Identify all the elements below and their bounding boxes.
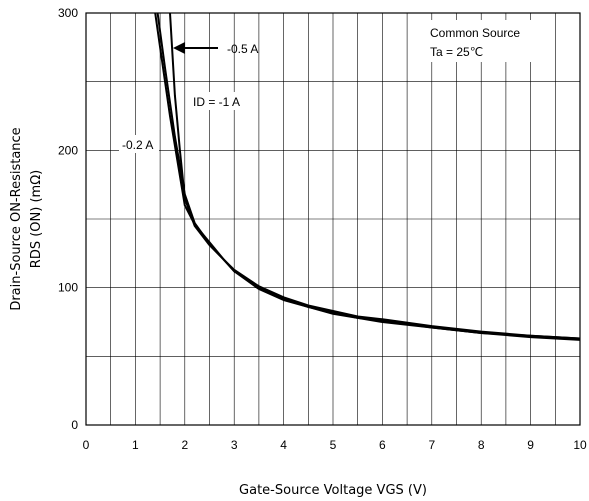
x-axis-title: Gate-Source Voltage VGS (V) [239,483,427,498]
x-tick-label: 1 [132,438,139,452]
x-tick-label: 7 [428,438,435,452]
annotation-minus-0.5a: -0.5 A [227,42,258,56]
y-axis-title-line1: Drain-Source ON-Resistance [9,127,24,310]
condition-temperature: Ta = 25℃ [430,45,483,59]
x-tick-label: 5 [330,438,337,452]
y-tick-label: 200 [58,143,78,157]
data-series [154,13,580,341]
grid-lines [86,13,580,425]
y-tick-label: 300 [58,6,78,20]
x-tick-label: 2 [181,438,188,452]
plot-frame [85,12,581,426]
condition-common-source: Common Source [430,26,520,40]
annotation-minus-0.2a: -0.2 A [122,138,153,152]
annotation-bg-id [190,92,256,110]
x-tick-label: 9 [527,438,534,452]
x-tick-label: 6 [379,438,386,452]
x-tick-label: 3 [231,438,238,452]
x-tick-label: 10 [573,438,587,452]
x-tick-label: 8 [478,438,485,452]
annotation-id-minus-1a: ID = -1 A [193,95,240,109]
y-axis-title-line2: RDS (ON) (mΩ) [29,170,44,268]
annotation-arrowhead [173,42,185,54]
series-line-2 [154,13,580,341]
x-tick-label: 0 [83,438,90,452]
y-tick-label: 0 [71,418,78,432]
y-tick-label: 100 [58,281,78,295]
x-tick-label: 4 [280,438,287,452]
annotation-bg-0.2a [119,135,159,153]
conditions-bg [425,20,543,62]
